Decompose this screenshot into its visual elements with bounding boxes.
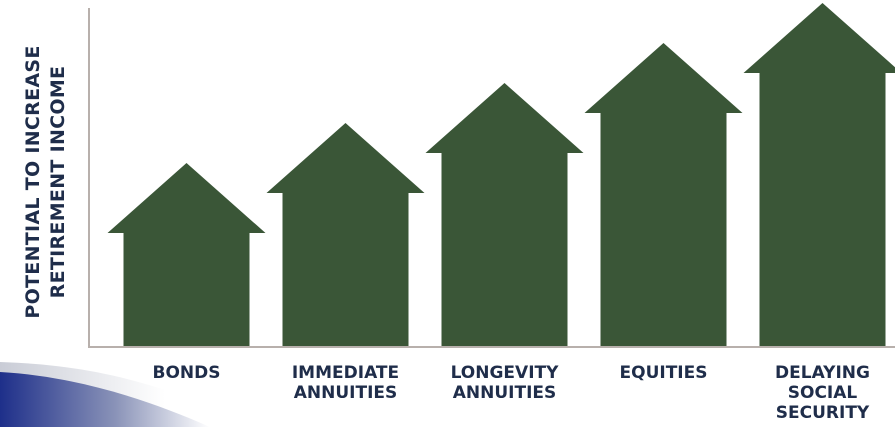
y-axis-label-line-1: POTENTIAL TO INCREASE [22,45,44,319]
category-label-5-line-3: SECURITY [775,403,870,423]
bar-arrow-2 [266,123,425,346]
bar-arrow-5 [743,3,895,346]
category-label-4: EQUITIES [589,363,739,383]
category-label-5-line-2: SOCIAL [787,383,858,403]
category-label-3-line-2: ANNUITIES [452,383,557,403]
category-label-2: IMMEDIATE ANNUITIES [271,363,421,403]
category-label-2-line-2: ANNUITIES [293,383,398,403]
y-axis-label-line-2: RETIREMENT INCOME [47,65,69,299]
category-label-5-line-1: DELAYING [775,363,870,383]
bar-arrow-4 [584,43,743,346]
category-label-2-line-1: IMMEDIATE [291,363,400,383]
category-label-1: BONDS [112,363,262,383]
bar-arrow-1 [107,163,266,346]
category-label-4-line-1: EQUITIES [619,363,708,383]
category-label-1-line-1: BONDS [152,363,221,383]
category-label-3-line-1: LONGEVITY [450,363,559,383]
category-label-3: LONGEVITY ANNUITIES [430,363,580,403]
category-label-5: DELAYING SOCIAL SECURITY [748,363,895,423]
y-axis-label: POTENTIAL TO INCREASE RETIREMENT INCOME [21,45,71,318]
bar-arrow-3 [425,83,584,346]
bars-group [107,3,895,346]
